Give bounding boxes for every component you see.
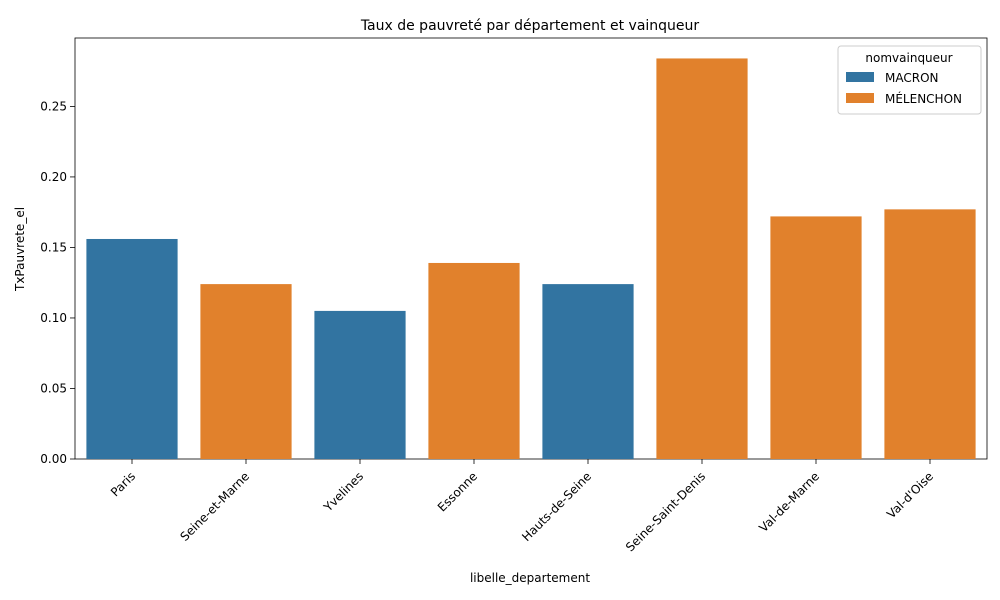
x-tick-label: Seine-Saint-Denis <box>623 469 708 554</box>
chart-title: Taux de pauvreté par département et vain… <box>360 18 700 34</box>
x-tick-label: Yvelines <box>320 469 366 515</box>
x-tick-label: Val-d'Oise <box>884 469 936 521</box>
y-tick-label: 0.00 <box>40 452 67 466</box>
legend-swatch-melenchon <box>846 93 874 103</box>
x-tick-label: Hauts-de-Seine <box>519 469 594 544</box>
legend-label-melenchon: MÉLENCHON <box>885 91 962 106</box>
y-tick-label: 0.15 <box>40 240 67 254</box>
legend: nomvainqueur MACRON MÉLENCHON <box>837 45 982 115</box>
plot-frame <box>74 37 988 460</box>
bar <box>86 238 178 459</box>
bar <box>656 58 748 459</box>
bars <box>86 58 976 459</box>
bar <box>314 310 406 459</box>
y-tick-label: 0.20 <box>40 170 67 184</box>
bar <box>200 284 292 459</box>
legend-swatch-macron <box>846 72 874 82</box>
bar <box>428 262 520 459</box>
x-axis-label: libelle_departement <box>470 571 590 585</box>
y-tick-label: 0.10 <box>40 311 67 325</box>
x-tick-label: Essonne <box>435 469 480 514</box>
bar <box>542 284 634 459</box>
legend-label-macron: MACRON <box>885 71 939 85</box>
x-tick-label: Seine-et-Marne <box>178 469 253 544</box>
y-axis-label: TxPauvrete_el <box>13 207 27 292</box>
y-tick-label: 0.25 <box>40 99 67 113</box>
x-tick-label: Val-de-Marne <box>756 469 822 535</box>
bar <box>884 209 976 459</box>
x-tick-label: Paris <box>108 469 138 499</box>
y-tick-label: 0.05 <box>40 381 67 395</box>
legend-title: nomvainqueur <box>865 51 952 65</box>
bar <box>770 216 862 459</box>
